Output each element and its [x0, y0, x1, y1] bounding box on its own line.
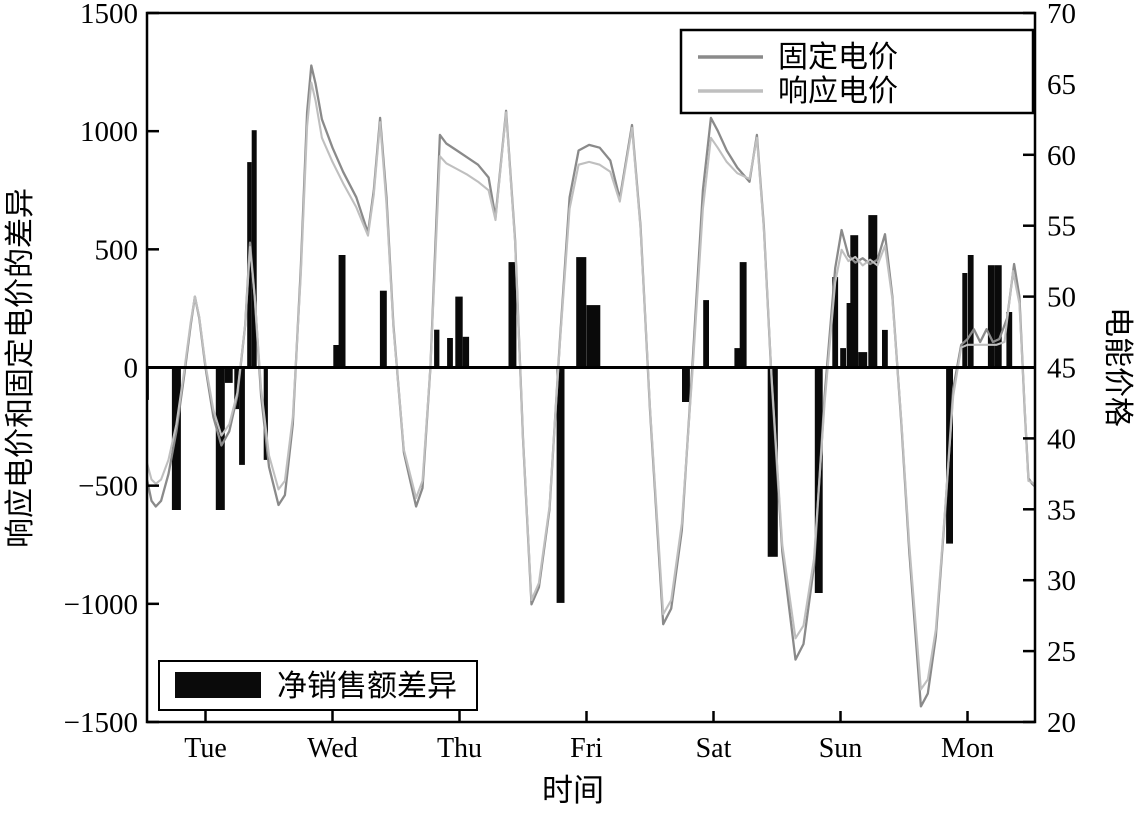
net-sales-diff-bar	[858, 352, 868, 368]
net-sales-diff-bar	[333, 345, 340, 368]
right-axis-tick-label: 70	[1047, 0, 1076, 30]
net-sales-diff-bar	[962, 273, 968, 368]
net-sales-diff-bar	[171, 367, 181, 510]
net-sales-diff-bar	[251, 130, 257, 368]
responsive-price-legend-label: 响应电价	[778, 75, 898, 108]
left-axis-tick-label: −1500	[64, 707, 138, 739]
bar-legend-label: 净销售额差异	[277, 670, 457, 703]
net-sales-diff-bar	[338, 255, 346, 368]
responsive-price-line	[147, 81, 1035, 691]
left-axis-tick-label: 1500	[80, 0, 138, 30]
lines-group	[147, 64, 1035, 708]
net-sales-diff-bar	[840, 348, 846, 368]
net-sales-diff-bar	[846, 303, 853, 368]
line-legend: 固定电价 响应电价	[679, 28, 1035, 115]
net-sales-diff-bar	[556, 367, 565, 603]
net-sales-diff-bar	[868, 215, 878, 368]
net-sales-diff-bar	[455, 296, 463, 368]
net-sales-diff-bar	[462, 336, 470, 368]
left-axis-tick-label: 1000	[80, 116, 138, 148]
bar-legend: 净销售额差异	[158, 660, 478, 711]
left-axis-tick-label: 500	[95, 234, 139, 266]
ticks-group: 1500 1000 500 0 −500 −1000 −1500 70 65 60 55 50 45 40…	[64, 0, 1076, 764]
x-axis-day-label: Mon	[941, 733, 994, 764]
right-axis-tick-label: 55	[1047, 211, 1076, 243]
net-sales-diff-bar	[682, 367, 690, 402]
x-axis-day-label: Sat	[696, 733, 732, 764]
net-sales-diff-bar	[734, 348, 744, 368]
fixed-price-legend-label: 固定电价	[778, 41, 898, 74]
net-sales-diff-bar	[987, 265, 995, 368]
net-sales-diff-bar	[576, 257, 587, 368]
net-sales-diff-bar	[767, 367, 778, 557]
left-axis-tick-label: −1000	[64, 589, 138, 621]
x-axis-day-label: Sun	[819, 733, 863, 764]
net-sales-diff-bar	[447, 338, 453, 368]
right-axis-tick-label: 60	[1047, 140, 1076, 172]
net-sales-diff-bar	[224, 367, 233, 383]
right-axis-tick-label: 45	[1047, 353, 1076, 385]
plot-border	[145, 11, 1037, 724]
net-sales-diff-bar	[239, 367, 245, 465]
right-axis-tick-label: 25	[1047, 636, 1076, 668]
net-sales-diff-bar	[1006, 312, 1013, 368]
right-axis-tick-label: 40	[1047, 423, 1076, 455]
x-axis-day-label: Thu	[437, 733, 482, 764]
net-sales-diff-bar	[434, 329, 440, 368]
net-sales-diff-bar	[586, 305, 601, 368]
bar-legend-swatch	[175, 672, 261, 698]
right-axis-tick-label: 30	[1047, 565, 1076, 597]
x-axis-day-label: Tue	[184, 733, 227, 764]
left-axis-tick-label: −500	[78, 471, 138, 503]
net-sales-diff-bar	[739, 262, 747, 368]
net-sales-diff-bar	[508, 262, 517, 368]
x-axis-day-label: Fri	[570, 733, 603, 764]
right-axis-title: 电能价格	[1101, 307, 1134, 427]
net-sales-diff-bar	[967, 255, 974, 368]
net-sales-diff-bar	[882, 329, 888, 368]
net-sales-diff-bar	[263, 367, 268, 460]
x-axis-title: 时间	[542, 773, 604, 808]
left-axis-title: 响应电价和固定电价的差异	[4, 188, 37, 548]
right-axis-tick-label: 35	[1047, 494, 1076, 526]
right-axis-tick-label: 20	[1047, 707, 1076, 739]
net-sales-diff-bar	[703, 300, 709, 368]
right-axis-tick-label: 50	[1047, 282, 1076, 314]
line-legend-box	[679, 28, 1035, 115]
net-sales-diff-bar	[234, 367, 240, 410]
right-axis-tick-label: 65	[1047, 69, 1076, 101]
left-axis-tick-label: 0	[124, 353, 139, 385]
x-axis-day-label: Wed	[307, 733, 358, 764]
net-sales-diff-bar	[379, 290, 387, 368]
net-sales-diff-bar	[850, 235, 859, 368]
net-sales-diff-bar	[994, 265, 1002, 368]
net-sales-diff-bar	[832, 277, 839, 368]
